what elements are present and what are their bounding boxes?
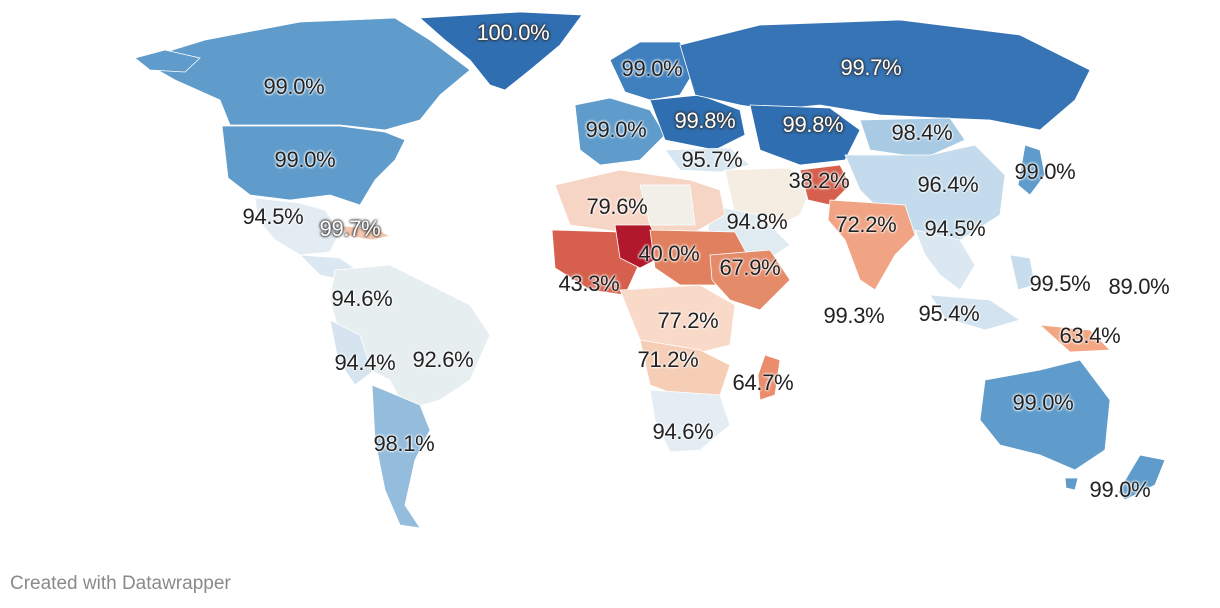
value-label-china: 96.4% [917, 172, 979, 197]
scandinavia-region [609, 41, 696, 101]
western-europe-region [574, 97, 666, 166]
value-label-png: 63.4% [1059, 323, 1121, 348]
value-label-brazil: 92.6% [412, 347, 474, 372]
value-label-cuba: 99.7% [319, 216, 381, 241]
libya-region [639, 184, 696, 226]
value-label-micronesia: 89.0% [1108, 274, 1170, 299]
japan-region [1017, 144, 1046, 196]
mexico-region [254, 197, 341, 256]
afghanistan-region [799, 164, 851, 206]
kazakhstan-region [749, 104, 861, 166]
caribbean-region [339, 225, 392, 241]
australia-region [979, 359, 1111, 471]
mongolia-region [859, 117, 966, 159]
turkey-region [664, 147, 751, 173]
canada-region [138, 17, 471, 131]
madagascar-region [757, 354, 781, 401]
value-label-greenland: 100.0% [476, 20, 550, 45]
value-label-argentina: 98.1% [373, 431, 435, 456]
value-label-kazakhstan: 99.8% [782, 112, 844, 137]
ethiopia-region [709, 249, 791, 311]
southeast-asia-region [914, 229, 976, 291]
value-label-west-africa: 43.3% [558, 271, 620, 296]
value-label-canada: 99.0% [263, 74, 325, 99]
value-label-colombia: 94.6% [331, 286, 393, 311]
value-label-drc: 77.2% [657, 308, 719, 333]
value-label-algeria: 79.6% [586, 194, 648, 219]
indonesia-region [929, 294, 1021, 331]
india-region [827, 199, 916, 291]
value-label-ethiopia: 67.9% [719, 255, 781, 280]
value-label-japan: 99.0% [1014, 159, 1076, 184]
value-label-new-zealand: 99.0% [1089, 477, 1151, 502]
value-label-eastern-europe: 99.8% [674, 108, 736, 133]
value-label-usa: 99.0% [274, 147, 336, 172]
china-region [844, 144, 1006, 241]
philippines-region [1009, 254, 1036, 291]
value-label-madagascar: 64.7% [732, 370, 794, 395]
value-label-turkey: 95.7% [681, 147, 743, 172]
value-label-australia: 99.0% [1012, 390, 1074, 415]
value-label-niger: 40.0% [638, 241, 700, 266]
value-label-scandinavia: 99.0% [621, 56, 683, 81]
value-label-maldives: 99.3% [823, 303, 885, 328]
value-label-angola: 71.2% [637, 347, 699, 372]
new-zealand-region [1117, 454, 1166, 501]
greenland-region [419, 11, 583, 91]
value-label-saudi: 94.8% [726, 209, 788, 234]
papua-region [1038, 324, 1111, 353]
value-label-western-europe: 99.0% [585, 117, 647, 142]
value-label-peru: 94.4% [334, 350, 396, 375]
value-label-india: 72.2% [835, 212, 897, 237]
south-africa-region [649, 389, 731, 453]
value-label-philippines: 99.5% [1029, 271, 1091, 296]
value-label-afghanistan: 38.2% [788, 168, 850, 193]
value-label-indonesia: 95.4% [918, 301, 980, 326]
value-label-mexico: 94.5% [242, 204, 304, 229]
peru-region [329, 319, 373, 386]
tasmania-region [1064, 477, 1079, 491]
value-label-south-africa: 94.6% [652, 419, 714, 444]
datawrapper-credit: Created with Datawrapper [10, 573, 231, 594]
value-label-thailand: 94.5% [924, 216, 986, 241]
argentina-region [371, 384, 431, 529]
value-label-mongolia: 98.4% [891, 120, 953, 145]
alaska-region [134, 49, 201, 73]
world-choropleth-map [134, 11, 1166, 529]
usa-region [221, 125, 406, 206]
value-label-russia: 99.7% [840, 55, 902, 80]
